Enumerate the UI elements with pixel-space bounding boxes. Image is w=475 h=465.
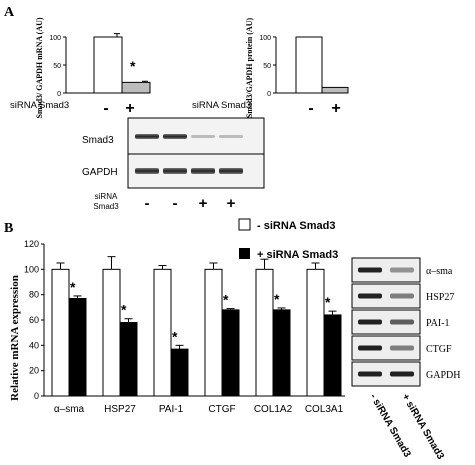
bar (119, 322, 138, 397)
blot-band (135, 168, 159, 174)
blot-band (191, 168, 215, 174)
significance-star: * (172, 328, 178, 344)
chart-relative-mrna: Relative mRNA expression 0 20 40 60 80 100 120… (9, 239, 345, 415)
legend-swatch-minus (238, 218, 251, 231)
bar (221, 309, 240, 397)
significance-star: * (223, 292, 229, 308)
significance-star: * (70, 279, 76, 295)
blot-band (135, 134, 159, 139)
bar (51, 268, 70, 397)
y-axis-label: Smad3/GAPDH protein (AU) (245, 18, 254, 119)
blot-band (358, 319, 382, 325)
y-tick-label: 50 (263, 63, 271, 70)
western-blot-a: Smad3 GAPDH siRNA Smad3 - - + + (82, 117, 265, 212)
blot-band (390, 345, 414, 351)
blot-row-label: CTGF (426, 344, 452, 355)
y-axis-label: Smad3/ GAPDH mRNA (AU) (35, 17, 44, 118)
blot-row-label: Smad3 (82, 135, 114, 146)
bar (153, 268, 172, 397)
bar (306, 268, 325, 397)
y-tick-label: 80 (29, 290, 39, 300)
x-tick-label: + (331, 100, 340, 117)
blot-row-label: α–sma (426, 266, 453, 277)
x-tick-label: HSP27 (104, 404, 136, 415)
x-tick-label: PAI-1 (159, 404, 184, 415)
y-tick-label: 40 (29, 340, 39, 350)
bar (272, 309, 291, 397)
bar (121, 81, 151, 94)
y-tick-label: 0 (267, 91, 271, 98)
y-tick-label: 100 (259, 35, 271, 42)
x-axis-prefix: siRNA Smad3 (192, 100, 251, 111)
blot-row-label: PAI-1 (426, 318, 450, 329)
panel-label-a: A (4, 5, 15, 20)
legend: - siRNA Smad3 + siRNA Smad3 (238, 218, 338, 261)
y-tick-label: 50 (53, 63, 61, 70)
blot-band (191, 135, 215, 138)
blot-row-label: HSP27 (426, 292, 454, 303)
blot-band (358, 345, 382, 351)
blot-lane-label-line2: Smad3 (93, 202, 119, 211)
x-tick-label: - (103, 100, 108, 117)
x-axis-prefix: siRNA Smad3 (10, 100, 69, 111)
blot-band (219, 135, 243, 138)
y-tick-label: 100 (49, 35, 61, 42)
blot-bands-smad3 (135, 134, 243, 139)
bar (323, 314, 342, 397)
legend-swatch-plus (239, 248, 250, 259)
legend-label-minus: - siRNA Smad3 (257, 220, 335, 232)
chart-smad3-protein: Smad3/GAPDH protein (AU) 0 50 100 - + siRNA… (192, 18, 349, 119)
x-tick-label: - (308, 100, 313, 117)
significance-star: * (121, 302, 127, 318)
blot-lane-sign: + (227, 195, 236, 212)
blot-row-label: GAPDH (426, 370, 460, 381)
blot-band (163, 134, 187, 139)
blot-band (358, 371, 382, 377)
bar (170, 348, 189, 397)
blot-band (390, 293, 414, 299)
blot-band (163, 168, 187, 174)
blot-band (390, 319, 414, 325)
y-tick-label: 0 (57, 91, 61, 98)
blot-band (358, 293, 382, 299)
y-tick-label: 60 (29, 315, 39, 325)
y-tick-label: 20 (29, 366, 39, 376)
significance-star: * (130, 58, 136, 74)
panel-label-b: B (4, 221, 13, 236)
significance-star: * (274, 291, 280, 307)
significance-star: * (325, 294, 331, 310)
blot-lane-sign: - (145, 195, 150, 212)
x-tick-label: α–sma (54, 404, 85, 415)
y-tick-label: 0 (34, 391, 39, 401)
y-axis-label: Relative mRNA expression (9, 275, 21, 401)
bar (295, 36, 323, 94)
blot-lane-label-line1: siRNA (95, 192, 118, 201)
bar (93, 36, 123, 94)
y-tick-label: 100 (24, 264, 39, 274)
blot-row-label: GAPDH (82, 167, 118, 178)
blot-band (358, 267, 382, 273)
blot-bands-gapdh (135, 168, 243, 174)
bar (68, 297, 87, 397)
blot-band (390, 371, 414, 377)
blot-lane-sign: + (199, 195, 208, 212)
bar (255, 268, 274, 397)
blot-lane-sign: - (173, 195, 178, 212)
x-tick-label: + (125, 100, 134, 117)
bar (321, 86, 349, 94)
blot-band (390, 267, 414, 273)
x-tick-label: COL1A2 (254, 404, 293, 415)
bar (204, 268, 223, 397)
x-tick-label: CTGF (208, 404, 235, 415)
y-tick-label: 120 (24, 239, 39, 249)
legend-label-plus: + siRNA Smad3 (257, 249, 338, 261)
x-tick-label: COL3A1 (305, 404, 344, 415)
chart-smad3-mrna: Smad3/ GAPDH mRNA (AU) 0 50 100 - * + siRNA … (10, 17, 151, 119)
blot-band (219, 168, 243, 174)
bar (102, 268, 121, 397)
